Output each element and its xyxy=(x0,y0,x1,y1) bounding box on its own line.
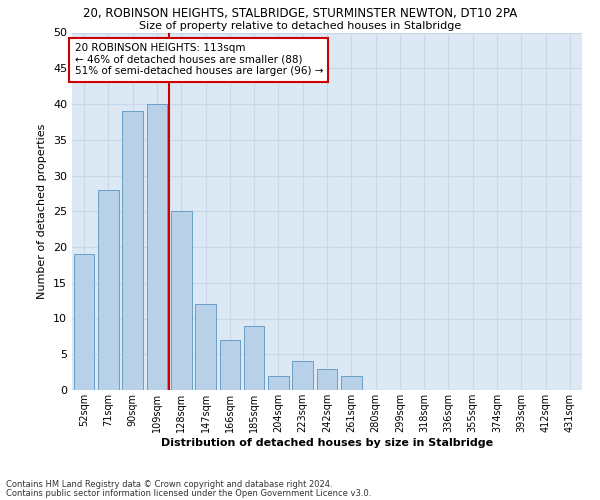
Bar xyxy=(195,304,216,390)
Y-axis label: Number of detached properties: Number of detached properties xyxy=(37,124,47,299)
Bar xyxy=(171,211,191,390)
X-axis label: Distribution of detached houses by size in Stalbridge: Distribution of detached houses by size … xyxy=(161,438,493,448)
Bar xyxy=(122,111,143,390)
Text: Contains HM Land Registry data © Crown copyright and database right 2024.: Contains HM Land Registry data © Crown c… xyxy=(6,480,332,489)
Text: Contains public sector information licensed under the Open Government Licence v3: Contains public sector information licen… xyxy=(6,488,371,498)
Bar xyxy=(220,340,240,390)
Bar xyxy=(317,368,337,390)
Text: 20 ROBINSON HEIGHTS: 113sqm
← 46% of detached houses are smaller (88)
51% of sem: 20 ROBINSON HEIGHTS: 113sqm ← 46% of det… xyxy=(74,43,323,76)
Bar xyxy=(341,376,362,390)
Bar xyxy=(146,104,167,390)
Bar xyxy=(98,190,119,390)
Text: Size of property relative to detached houses in Stalbridge: Size of property relative to detached ho… xyxy=(139,21,461,31)
Bar xyxy=(244,326,265,390)
Text: 20, ROBINSON HEIGHTS, STALBRIDGE, STURMINSTER NEWTON, DT10 2PA: 20, ROBINSON HEIGHTS, STALBRIDGE, STURMI… xyxy=(83,8,517,20)
Bar xyxy=(292,362,313,390)
Bar xyxy=(74,254,94,390)
Bar xyxy=(268,376,289,390)
